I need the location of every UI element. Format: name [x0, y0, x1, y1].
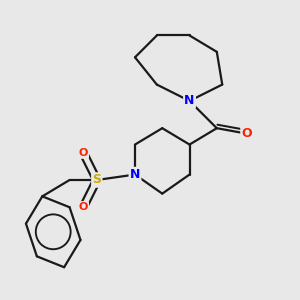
Text: S: S [92, 173, 101, 187]
Text: O: O [79, 202, 88, 212]
Text: O: O [242, 127, 252, 140]
Text: O: O [79, 148, 88, 158]
Text: N: N [130, 168, 140, 181]
Text: N: N [184, 94, 195, 107]
